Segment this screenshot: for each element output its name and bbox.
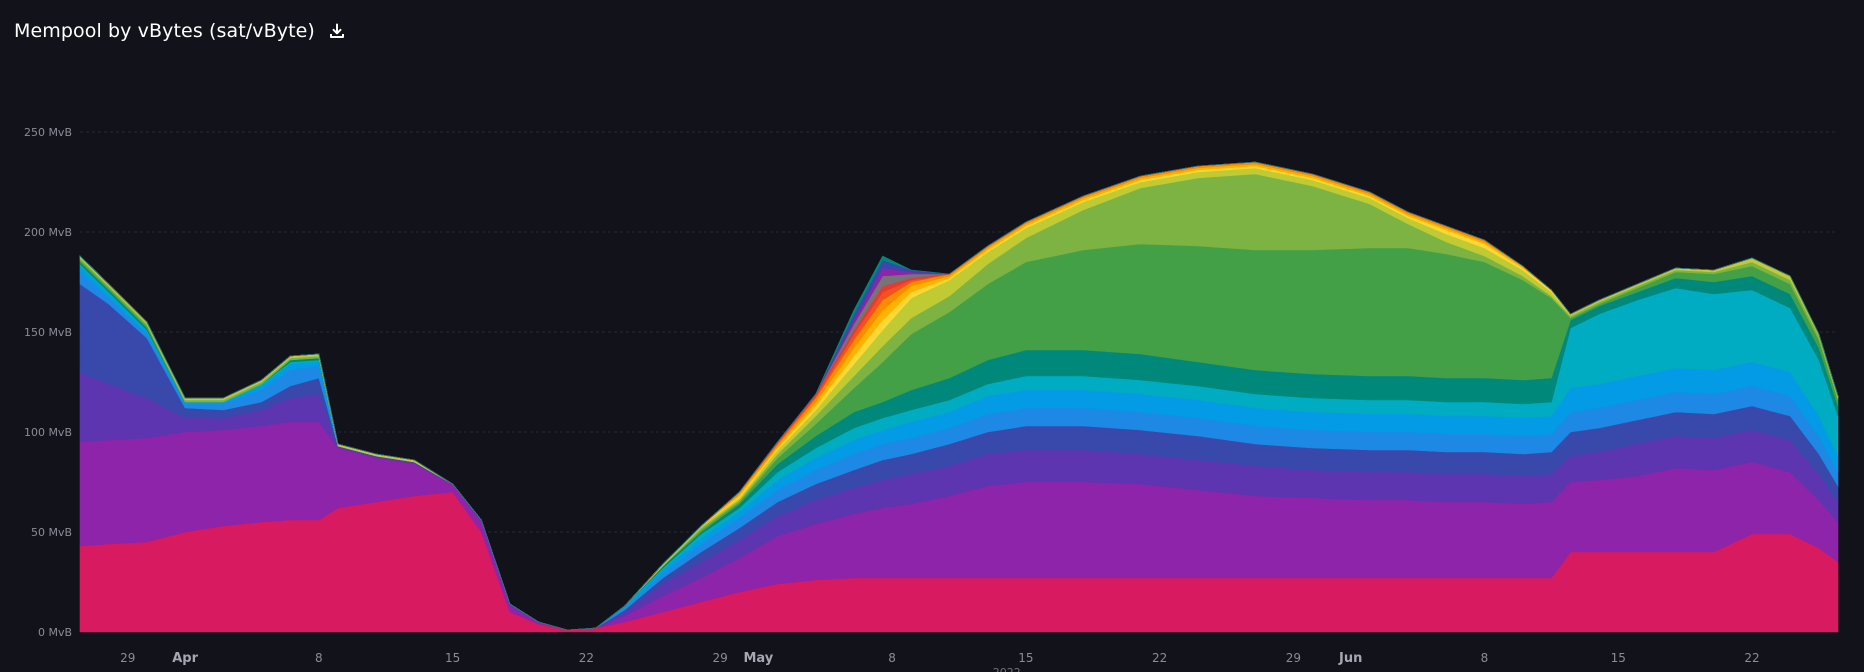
x-axis: 29 Apr 8 15 22 29 May 8 15 22 29 Jun 8 15 22 2022 — [120, 651, 1760, 672]
x-tick-label: 8 — [1481, 651, 1489, 665]
chart-title: Mempool by vBytes (sat/vByte) — [14, 20, 315, 42]
x-tick-label: 22 — [579, 651, 594, 665]
x-tick-label: 8 — [315, 651, 323, 665]
x-tick-label: Jun — [1338, 651, 1362, 666]
y-tick-label: 250 MvB — [24, 126, 72, 139]
x-tick-label: Apr — [172, 651, 198, 666]
x-tick-label: 15 — [445, 651, 460, 665]
x-tick-label: 29 — [713, 651, 728, 665]
x-tick-label: 22 — [1744, 651, 1759, 665]
x-tick-label: 29 — [1286, 651, 1301, 665]
x-tick-label: 8 — [888, 651, 896, 665]
stacked-areas — [79, 161, 1839, 633]
y-tick-label: 100 MvB — [24, 426, 72, 439]
y-tick-label: 150 MvB — [24, 326, 72, 339]
x-tick-label: 15 — [1018, 651, 1033, 665]
area-series-125-150[interactable] — [79, 161, 1839, 631]
x-axis-title: 2022 — [993, 666, 1021, 672]
x-tick-label: 15 — [1611, 651, 1626, 665]
y-tick-label: 0 MvB — [38, 626, 72, 639]
y-axis: 0 MvB 50 MvB 100 MvB 150 MvB 200 MvB 250 MvB — [24, 126, 72, 639]
x-tick-label: 29 — [120, 651, 135, 665]
download-icon[interactable] — [327, 21, 347, 41]
x-tick-label: May — [743, 651, 773, 666]
y-tick-label: 200 MvB — [24, 226, 72, 239]
y-tick-label: 50 MvB — [31, 526, 72, 539]
chart-header: Mempool by vBytes (sat/vByte) — [14, 16, 347, 46]
x-tick-label: 22 — [1152, 651, 1167, 665]
